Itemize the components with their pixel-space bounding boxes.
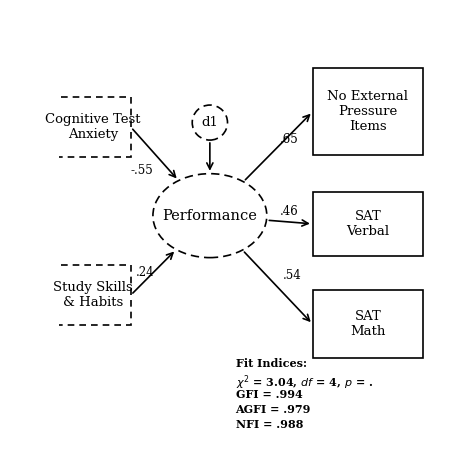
Text: GFI = .994: GFI = .994 [236, 389, 302, 400]
Text: .46: .46 [280, 206, 299, 219]
Text: Performance: Performance [163, 209, 257, 223]
Text: .24: .24 [136, 266, 155, 279]
Text: SAT
Verbal: SAT Verbal [346, 210, 389, 238]
Text: Fit Indices:: Fit Indices: [236, 358, 307, 369]
Text: Cognitive Test
Anxiety: Cognitive Test Anxiety [46, 113, 141, 141]
Polygon shape [55, 265, 131, 325]
Ellipse shape [153, 173, 267, 258]
Polygon shape [313, 192, 423, 256]
Text: -.55: -.55 [130, 164, 153, 176]
Text: Study Skills
& Habits: Study Skills & Habits [54, 281, 133, 309]
Text: NFI = .988: NFI = .988 [236, 419, 303, 430]
Polygon shape [313, 291, 423, 358]
Text: d1: d1 [201, 116, 219, 129]
Polygon shape [55, 97, 131, 157]
Polygon shape [313, 68, 423, 155]
Text: $\chi^2$ = 3.04, $df$ = 4, $p$ = .: $\chi^2$ = 3.04, $df$ = 4, $p$ = . [236, 374, 373, 392]
Text: .54: .54 [283, 269, 302, 283]
Text: SAT
Math: SAT Math [350, 310, 385, 338]
Text: .65: .65 [280, 133, 299, 146]
Ellipse shape [192, 105, 228, 140]
Text: AGFI = .979: AGFI = .979 [236, 404, 311, 415]
Text: No External
Pressure
Items: No External Pressure Items [328, 90, 408, 133]
